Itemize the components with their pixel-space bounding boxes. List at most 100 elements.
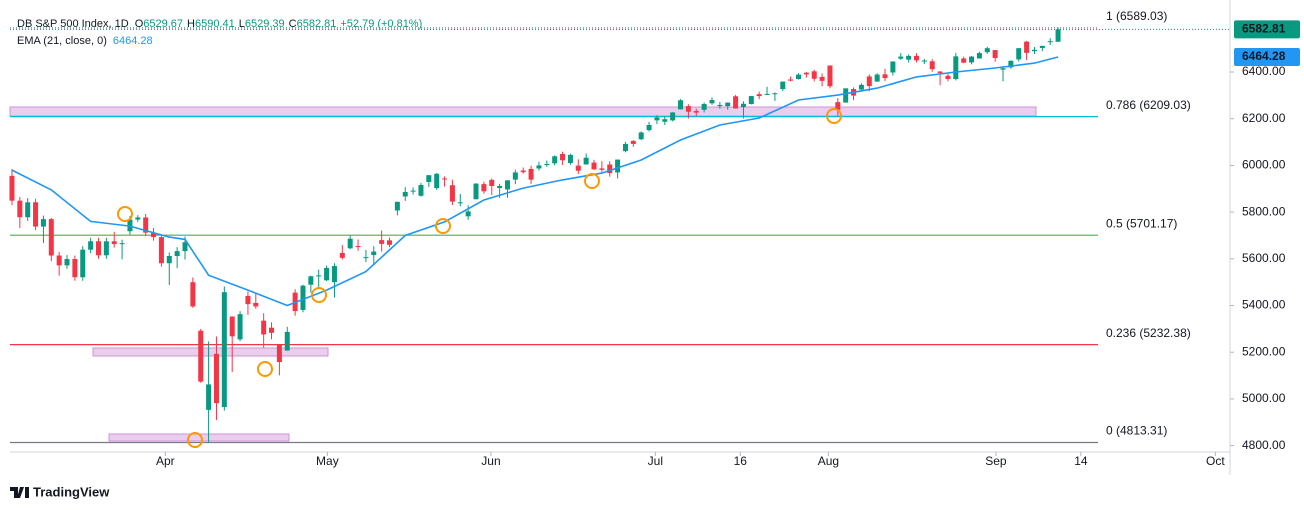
candle-body: [615, 159, 621, 173]
candle-body: [788, 79, 794, 81]
candle-body: [190, 282, 196, 307]
candle-body: [607, 164, 613, 174]
ema-box: [1234, 48, 1300, 67]
candle-body: [654, 117, 660, 121]
candle-body: [111, 241, 117, 245]
candle-body: [536, 165, 542, 169]
candle-body: [497, 185, 503, 189]
candle-body: [9, 175, 15, 201]
candle-body: [976, 53, 982, 59]
candle-body: [229, 316, 235, 337]
candle-body: [552, 156, 558, 164]
candle-body: [670, 112, 676, 121]
candle-body: [261, 320, 267, 335]
y-tick-label: 5600.00: [1242, 251, 1286, 265]
candle-body: [64, 259, 70, 266]
ohlc-key: C: [289, 18, 297, 30]
change: +52.79: [340, 18, 374, 30]
candle-body: [992, 50, 998, 59]
candle-body: [630, 140, 636, 144]
ohlc-key: H: [187, 18, 195, 30]
marker: [435, 218, 451, 234]
candle-body: [33, 202, 39, 227]
candle-body: [937, 71, 943, 73]
candle-body: [796, 74, 802, 80]
candle-body: [40, 219, 46, 227]
candle-body: [135, 217, 141, 220]
candle-body: [843, 88, 849, 103]
candle-body: [1008, 60, 1014, 68]
candle-body: [284, 331, 290, 351]
candle-body: [418, 185, 424, 196]
legend-row: DB S&P 500 Index, 1D O6529.67 H6590.41 L652…: [17, 18, 422, 30]
candle-body: [206, 384, 212, 410]
candle-body: [339, 252, 345, 258]
x-tick-label: May: [316, 454, 339, 468]
marker: [117, 206, 133, 222]
x-tick-label: Apr: [156, 454, 175, 468]
candle-body: [701, 103, 707, 110]
candle-body: [426, 175, 432, 182]
candle-body: [442, 178, 448, 180]
candle-body: [929, 61, 935, 70]
legend-row: EMA (21, close, 0) 6464.28: [17, 35, 153, 47]
candle-body: [512, 172, 518, 180]
x-tick-label: 14: [1074, 454, 1088, 468]
candle-body: [72, 259, 78, 278]
candle-body: [709, 100, 715, 104]
candle-body: [646, 125, 652, 131]
ema-box-label: 6464.28: [1242, 49, 1286, 63]
candle-body: [269, 327, 275, 333]
candle-body: [803, 72, 809, 75]
candle-body: [504, 180, 510, 190]
candle-body: [913, 55, 919, 61]
candle-body: [1031, 49, 1037, 52]
marker: [257, 361, 273, 377]
candle-body: [835, 102, 841, 110]
candle-body: [764, 93, 770, 95]
y-tick-label: 6200.00: [1242, 111, 1286, 125]
candle-body: [969, 56, 975, 63]
candle-body: [402, 192, 408, 197]
ema-value: 6464.28: [113, 35, 153, 47]
y-tick-label: 5800.00: [1242, 204, 1286, 218]
candle-body: [182, 242, 188, 252]
candle-body: [316, 275, 322, 277]
x-tick-label: Oct: [1206, 454, 1225, 468]
candle-body: [324, 267, 330, 281]
candle-body: [489, 179, 495, 186]
candle-body: [780, 81, 786, 90]
x-tick-label: Sep: [985, 454, 1007, 468]
ema-line: [11, 56, 1059, 307]
candle-body: [166, 256, 172, 264]
candle-body: [17, 200, 23, 218]
candle-body: [276, 344, 282, 363]
ohlc-value: 6582.81: [297, 18, 337, 30]
marker: [187, 432, 203, 448]
candle-body: [1000, 68, 1006, 70]
x-tick-label: Aug: [818, 454, 839, 468]
candle-body: [733, 96, 739, 109]
marker: [826, 108, 842, 124]
ohlc-value: 6529.67: [143, 18, 183, 30]
candle-body: [984, 48, 990, 53]
candle-body: [906, 55, 912, 60]
logo: [10, 487, 29, 498]
candle-body: [213, 353, 219, 404]
candle-body: [308, 276, 314, 285]
candle-body: [827, 65, 833, 87]
candle-body: [544, 164, 550, 166]
y-tick-label: 5400.00: [1242, 298, 1286, 312]
candle-body: [890, 61, 896, 73]
candle-body: [410, 190, 416, 192]
candle-body: [449, 185, 455, 202]
candle-body: [662, 119, 668, 122]
marker: [584, 173, 600, 189]
candle-body: [520, 170, 526, 173]
candle-body: [119, 243, 125, 245]
candle-body: [245, 295, 251, 305]
candle-body: [434, 173, 440, 189]
